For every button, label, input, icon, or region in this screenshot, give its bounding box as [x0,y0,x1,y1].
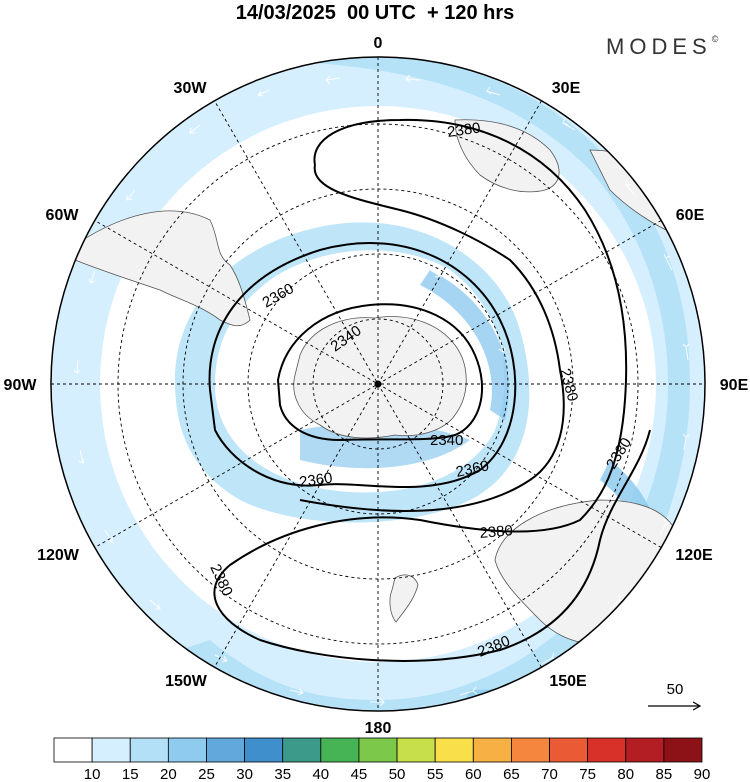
map-title: 14/03/2025 00 UTC + 120 hrs [235,2,515,24]
colorbar-swatch [91,737,131,763]
longitude-label: 150W [165,673,208,690]
colorbar-swatch [396,737,436,763]
colorbar-swatch [511,737,550,763]
colorbar-label: 35 [274,766,291,782]
colorbar-swatch [434,737,474,763]
wind-reference-arrowhead [692,701,702,711]
brand-mark: © [711,33,719,44]
new-zealand [389,574,419,623]
longitude-label: 150E [549,673,587,690]
longitude-label: 120E [675,547,713,564]
wind-vectors [73,74,690,707]
antarctica [293,316,467,439]
longitude-label: 0 [374,35,383,52]
brand-name: MODES [606,34,712,59]
contour-2380-inner [299,164,565,513]
colorbar-swatch [549,737,589,763]
colorbar-swatch [663,737,703,763]
longitude-label: 60E [676,207,705,224]
contour-2340 [276,303,483,442]
colorbar-label: 70 [541,766,558,782]
colorbar-label: 75 [579,766,596,782]
contour-2380-main [213,118,651,662]
colorbar-label: 30 [236,766,253,782]
longitude-label: 60W [46,207,80,224]
colorbar-swatch [53,737,93,763]
map-border [50,56,706,712]
longitude-label: 180 [365,720,392,737]
colorbar-label: 60 [465,766,482,782]
colorbar-label: 40 [312,766,329,782]
colorbar-label: 20 [160,766,177,782]
colorbar-label: 15 [122,766,139,782]
colorbar: 10 15 20 25 30 35 40 45 50 55 60 65 70 75 80 85 90 [53,737,711,782]
contour-label: 2360 [454,457,490,481]
longitude-label: 30E [552,80,581,97]
colorbar-swatch [244,737,284,763]
colorbar-swatch [587,737,627,763]
colorbar-label: 50 [389,766,406,782]
longitude-label: 30W [174,80,208,97]
height-contours [208,118,651,662]
africa [454,119,560,193]
colorbar-label: 10 [84,766,101,782]
colorbar-swatch [167,737,207,763]
longitude-label: 90W [4,377,38,394]
colorbar-label: 85 [656,766,673,782]
colorbar-label: 90 [694,766,711,782]
colorbar-label: 25 [198,766,215,782]
colorbar-swatch [129,737,169,763]
colorbar-label: 55 [427,766,444,782]
colorbar-swatch [320,737,360,763]
south-america [74,210,251,327]
contour-label: 2380 [479,522,514,542]
colorbar-label: 80 [617,766,634,782]
longitude-label: 90E [720,377,749,394]
colorbar-swatch [625,737,665,763]
contour-label: 2360 [298,469,333,490]
wind-reference: 50 [648,681,702,711]
colorbar-swatch [358,737,398,763]
colorbar-swatch [282,737,322,763]
wind-reference-value: 50 [667,681,684,698]
colorbar-label: 45 [351,766,368,782]
longitude-labels: 0 30E 60E 90E 120E 150E 180 150W 120W 90… [4,35,749,737]
contour-label: 2340 [430,432,463,449]
colorbar-swatch [472,737,512,763]
contour-2360 [208,242,517,488]
south-pole-marker [374,380,382,388]
colorbar-swatch [206,737,245,763]
brand-logo: MODES© [606,34,718,60]
colorbar-label: 65 [503,766,520,782]
contour-label: 2380 [446,119,481,140]
longitude-label: 120W [37,547,80,564]
